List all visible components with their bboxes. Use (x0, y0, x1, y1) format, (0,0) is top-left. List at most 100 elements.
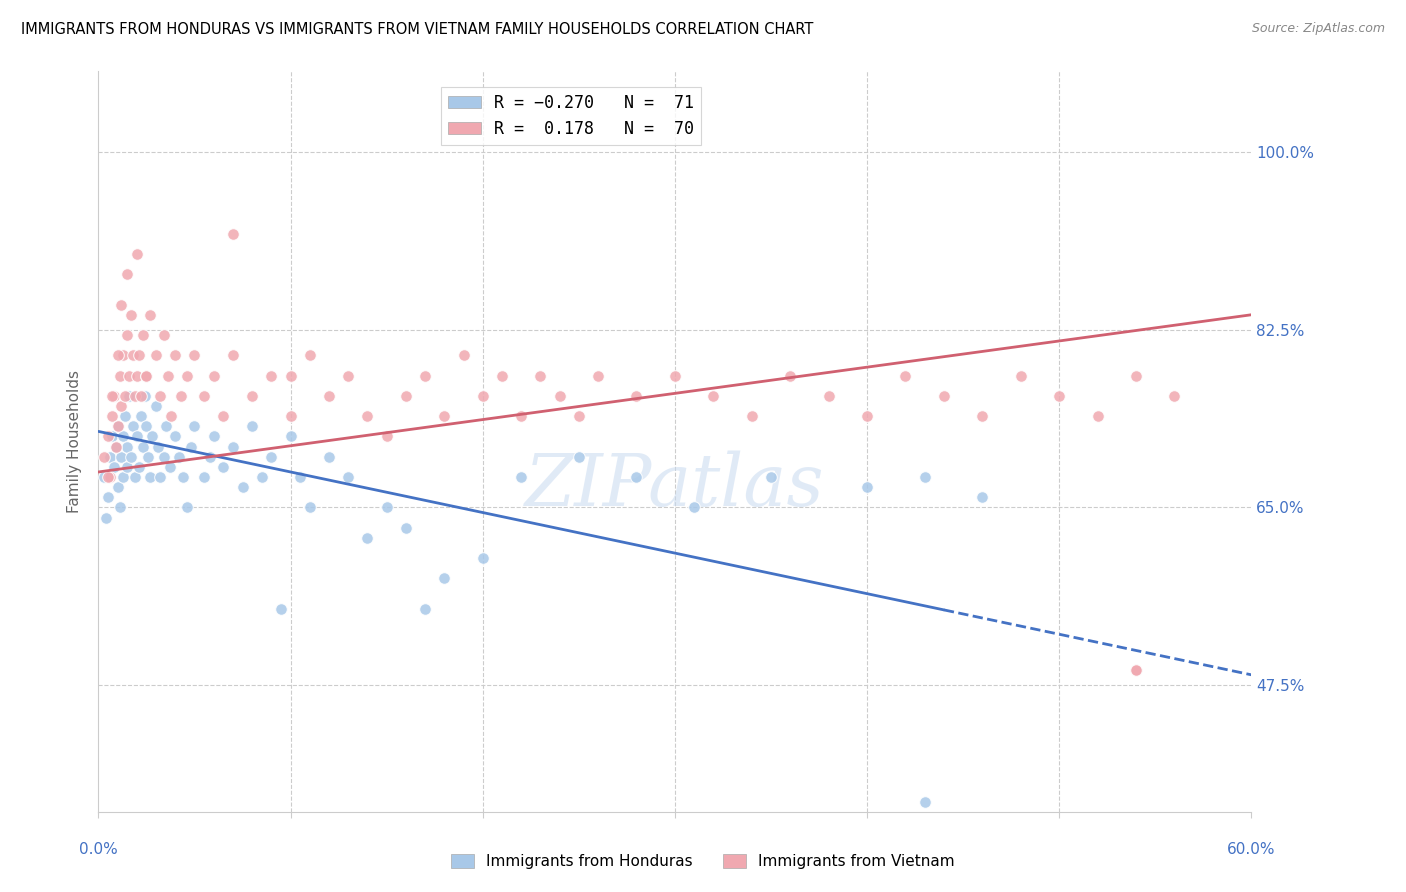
Point (110, 450, 132, 464)
Point (231, 480, 254, 494)
Text: ZIPatlas: ZIPatlas (524, 450, 825, 521)
Point (433, 571, 456, 585)
Point (1010, 368, 1032, 383)
Point (94, 510, 117, 524)
Point (112, 429, 135, 443)
Point (125, 368, 148, 383)
Point (222, 440, 245, 454)
Point (93, 470, 115, 484)
Point (117, 328, 139, 343)
Point (183, 419, 205, 434)
Point (817, 389, 839, 403)
Text: Source: ZipAtlas.com: Source: ZipAtlas.com (1251, 22, 1385, 36)
Point (139, 308, 162, 322)
Point (193, 389, 215, 403)
Point (270, 602, 292, 616)
Text: 60.0%: 60.0% (1227, 842, 1275, 857)
Point (114, 409, 136, 424)
Y-axis label: Family Households: Family Households (67, 370, 83, 513)
Point (914, 470, 936, 484)
Point (510, 409, 533, 424)
Point (1087, 409, 1109, 424)
Point (212, 459, 235, 474)
Point (101, 429, 124, 443)
Text: 0.0%: 0.0% (79, 842, 118, 857)
Point (134, 389, 156, 403)
Point (110, 298, 132, 312)
Point (117, 459, 139, 474)
Point (104, 440, 127, 454)
Point (298, 348, 321, 362)
Point (318, 450, 340, 464)
Point (135, 368, 157, 383)
Point (741, 409, 763, 424)
Point (290, 470, 312, 484)
Point (337, 368, 360, 383)
Point (125, 429, 148, 443)
Text: IMMIGRANTS FROM HONDURAS VS IMMIGRANTS FROM VIETNAM FAMILY HOUSEHOLDS CORRELATIO: IMMIGRANTS FROM HONDURAS VS IMMIGRANTS F… (21, 22, 814, 37)
Point (118, 368, 141, 383)
Point (222, 227, 245, 241)
Point (117, 440, 139, 454)
Point (856, 409, 879, 424)
Point (159, 459, 181, 474)
Point (664, 368, 686, 383)
Point (318, 389, 340, 403)
Legend: R = −0.270   N =  71, R =  0.178   N =  70: R = −0.270 N = 71, R = 0.178 N = 70 (441, 87, 702, 145)
Point (141, 429, 163, 443)
Point (250, 470, 273, 484)
Point (894, 368, 917, 383)
Point (138, 450, 160, 464)
Point (1125, 663, 1147, 677)
Point (180, 440, 202, 454)
Point (107, 419, 129, 434)
Point (135, 419, 157, 434)
Point (972, 409, 994, 424)
Point (120, 450, 142, 464)
Point (298, 500, 321, 515)
Point (471, 389, 494, 403)
Point (453, 348, 475, 362)
Point (128, 459, 150, 474)
Point (97, 491, 120, 505)
Point (856, 480, 879, 494)
Point (586, 368, 609, 383)
Point (1163, 389, 1185, 403)
Point (1125, 663, 1147, 677)
Point (107, 480, 129, 494)
Point (280, 368, 302, 383)
Point (337, 470, 360, 484)
Point (108, 500, 131, 515)
Point (125, 247, 148, 261)
Point (139, 470, 162, 484)
Point (198, 450, 221, 464)
Point (170, 389, 193, 403)
Point (759, 470, 782, 484)
Point (103, 459, 125, 474)
Point (124, 389, 146, 403)
Point (568, 450, 591, 464)
Point (122, 419, 145, 434)
Point (98, 470, 121, 484)
Point (146, 440, 169, 454)
Point (375, 500, 398, 515)
Point (176, 500, 198, 515)
Point (156, 368, 179, 383)
Point (118, 389, 141, 403)
Point (128, 348, 150, 362)
Point (104, 440, 127, 454)
Point (212, 409, 235, 424)
Point (568, 409, 591, 424)
Point (149, 389, 172, 403)
Point (117, 267, 139, 281)
Point (97, 429, 120, 443)
Point (101, 389, 124, 403)
Point (491, 368, 513, 383)
Point (193, 470, 215, 484)
Point (93, 450, 115, 464)
Point (914, 795, 936, 809)
Point (145, 348, 167, 362)
Point (433, 409, 456, 424)
Point (124, 470, 146, 484)
Point (395, 521, 418, 535)
